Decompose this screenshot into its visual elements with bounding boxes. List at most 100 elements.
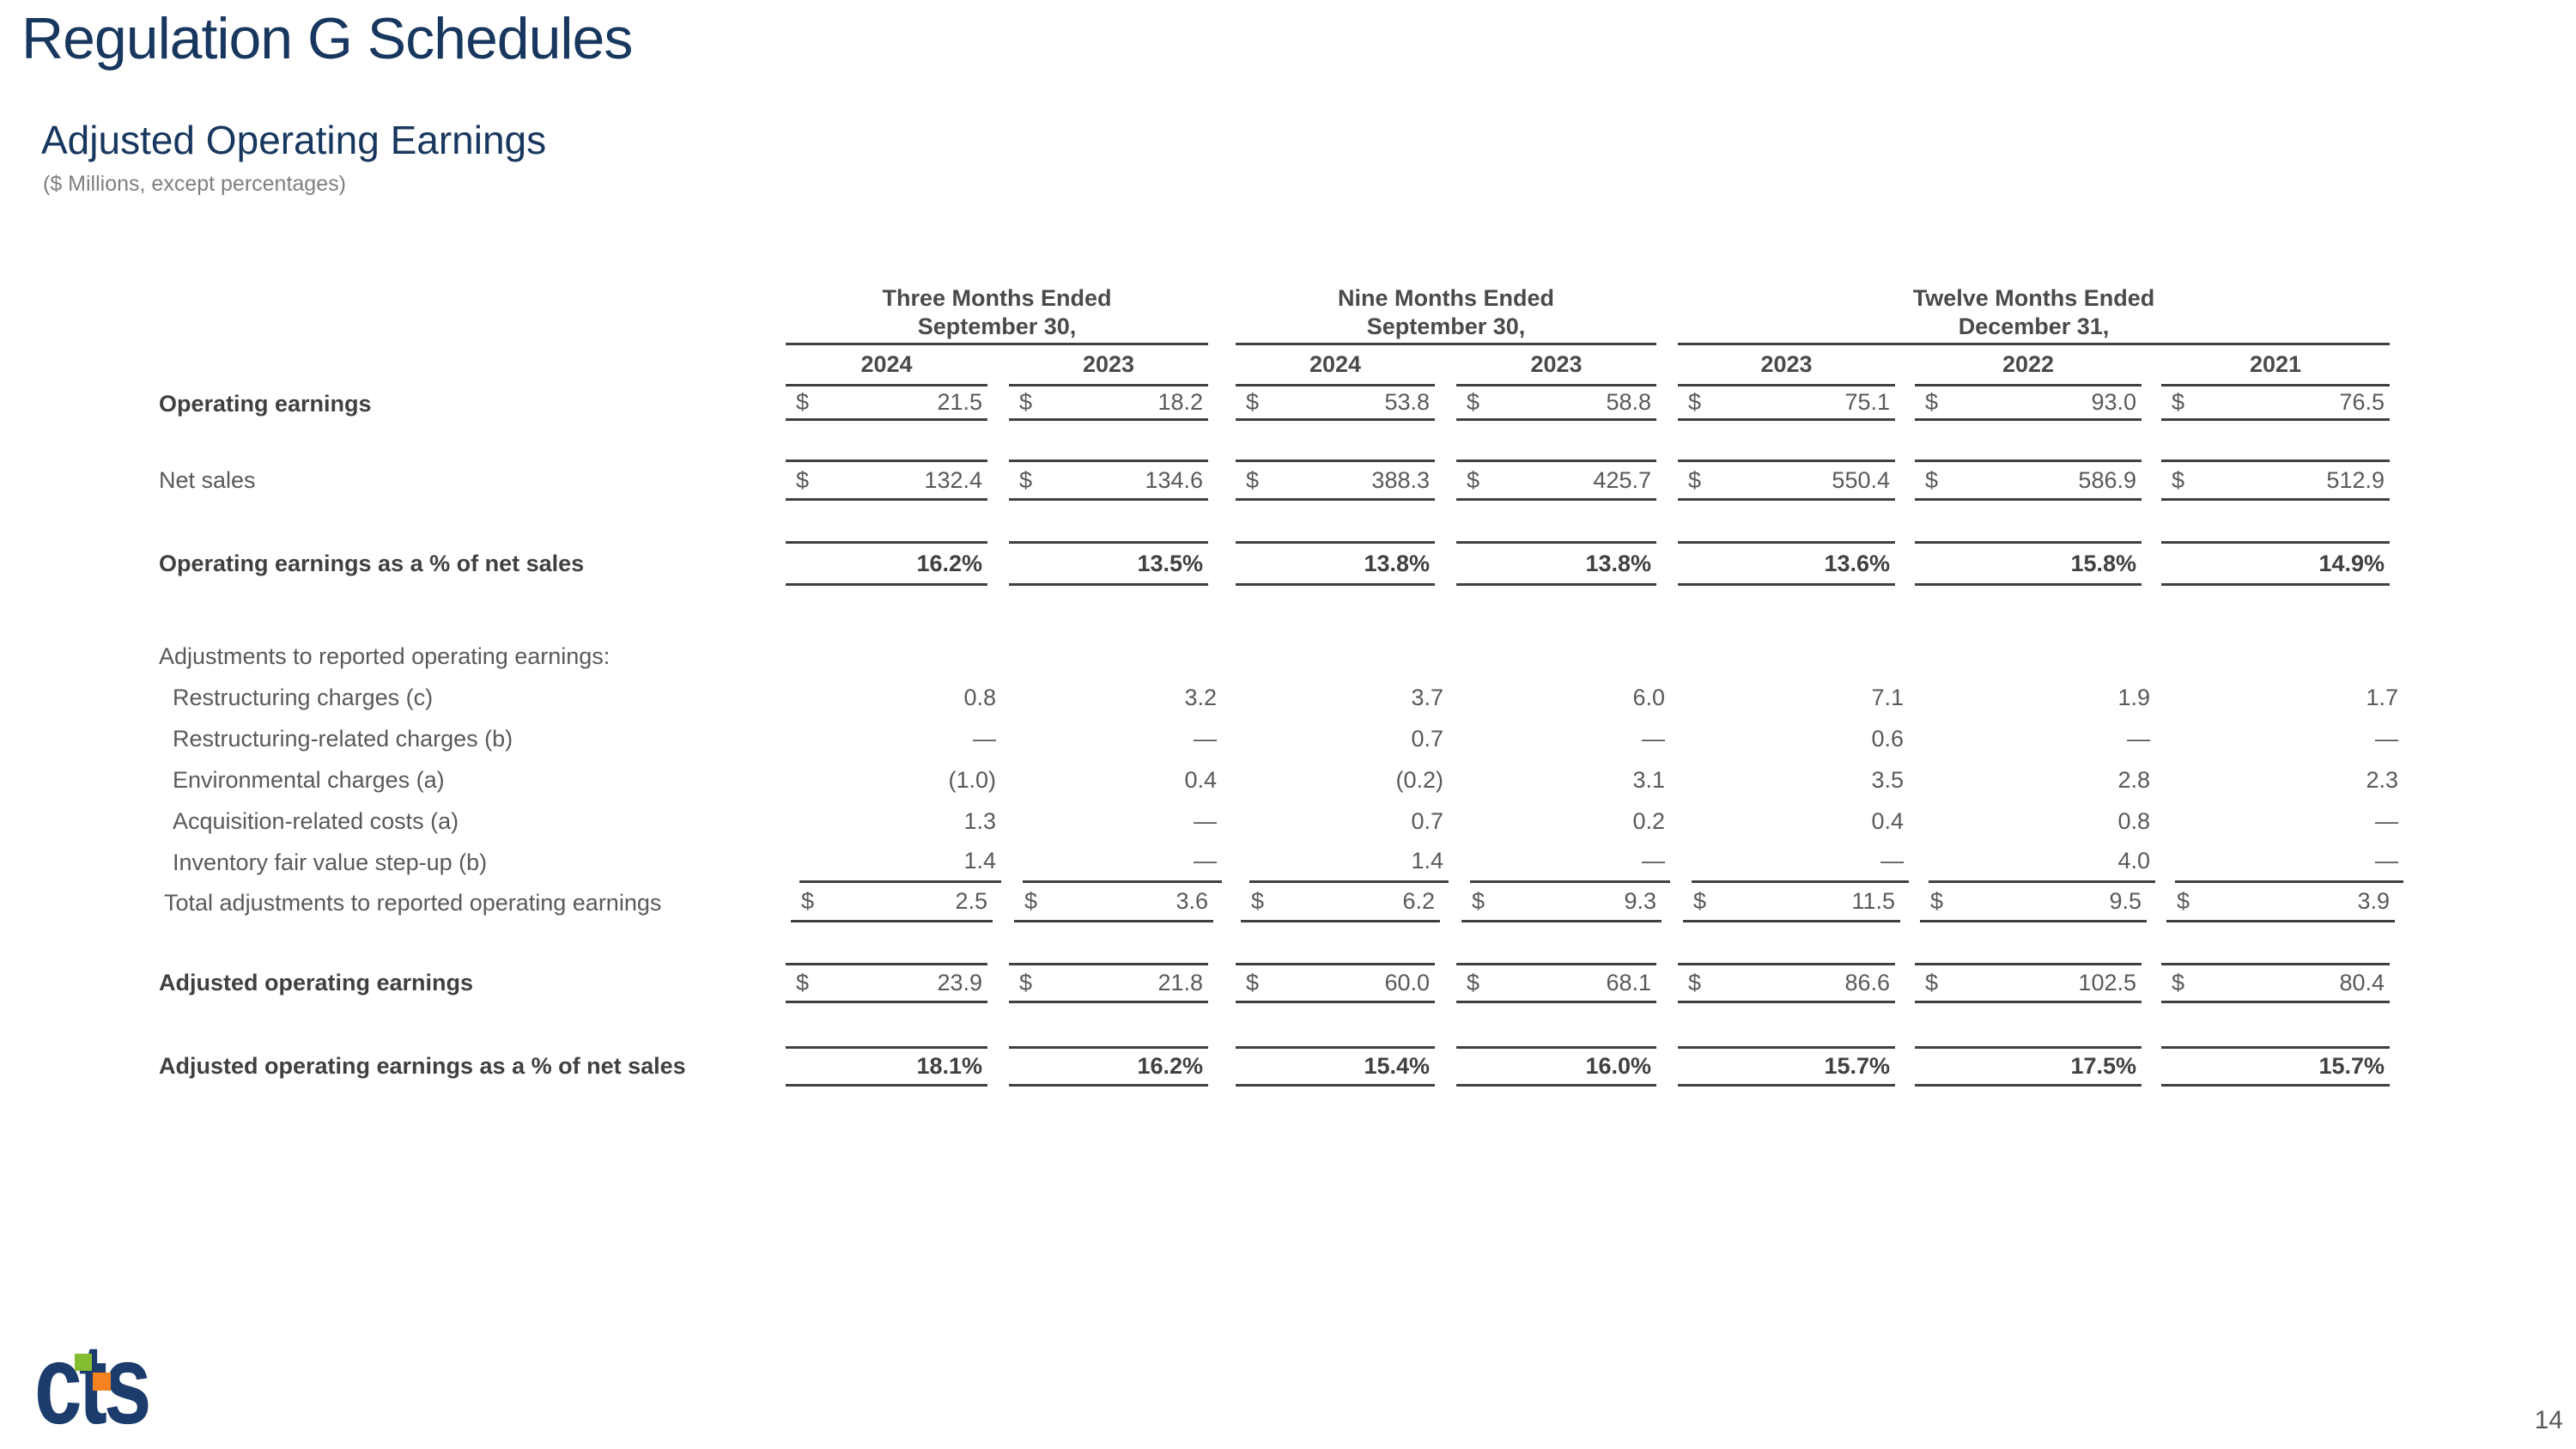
value-cell: $53.8 — [1236, 387, 1435, 421]
value-cell: 0.2 — [1632, 807, 1665, 834]
currency-symbol: $ — [1246, 970, 1260, 995]
financial-table: Three Months Ended September 30, Nine Mon… — [159, 285, 2403, 1087]
col-group-nine-months: Nine Months Ended September 30, — [1236, 285, 1656, 345]
group-line2: September 30, — [1366, 314, 1526, 339]
value-cell: $586.9 — [1915, 460, 2142, 501]
value-cell: 17.5% — [1915, 1046, 2142, 1087]
table-row-adjusted-operating-earnings: Adjusted operating earnings $23.9 $21.8 … — [159, 963, 2403, 1003]
currency-symbol: $ — [1693, 888, 1707, 914]
cell-value: 18.2 — [1157, 389, 1203, 415]
value-cell: 1.7 — [2366, 684, 2398, 710]
cell-value: 9.3 — [1624, 888, 1656, 914]
value-cell: $86.6 — [1678, 963, 1895, 1003]
table-row-acquisition-costs: Acquisition-related costs (a) 1.3 — 0.7 … — [159, 801, 2403, 842]
row-label: Operating earnings as a % of net sales — [159, 550, 585, 576]
value-cell: $21.8 — [1009, 963, 1208, 1003]
group-line1: Three Months Ended — [882, 285, 1112, 311]
value-cell: 4.0 — [1929, 842, 2155, 883]
cell-value: 53.8 — [1384, 389, 1430, 415]
value-cell: 3.5 — [1871, 766, 1904, 793]
value-cell: 13.5% — [1009, 541, 1208, 586]
value-cell: — — [1692, 842, 1909, 883]
value-cell: $6.2 — [1241, 883, 1440, 922]
cell-value: 550.4 — [1832, 466, 1890, 493]
value-cell: $21.5 — [786, 387, 987, 421]
row-label: Net sales — [159, 466, 256, 493]
group-line1: Nine Months Ended — [1338, 285, 1554, 311]
corner-cell — [159, 288, 777, 345]
year-header: 2023 — [1009, 345, 1208, 387]
value-cell: 13.6% — [1678, 541, 1895, 586]
table-row-restructuring-related-charges: Restructuring-related charges (b) — — 0.… — [159, 718, 2403, 759]
value-cell: 1.9 — [2117, 684, 2150, 710]
table-row-inventory-step-up: Inventory fair value step-up (b) 1.4 — 1… — [159, 842, 2403, 883]
cell-value: 3.6 — [1176, 888, 1208, 914]
value-cell: 6.0 — [1632, 684, 1665, 710]
value-cell: 15.8% — [1915, 541, 2142, 586]
cell-value: 586.9 — [2078, 466, 2136, 493]
value-cell: — — [1470, 842, 1670, 883]
value-cell: 0.7 — [1411, 725, 1443, 752]
currency-symbol: $ — [1925, 466, 1939, 493]
value-cell: 1.3 — [963, 807, 996, 834]
currency-symbol: $ — [1246, 466, 1260, 493]
value-cell: $76.5 — [2161, 387, 2390, 421]
cell-value: 9.5 — [2109, 888, 2142, 914]
value-cell: $11.5 — [1683, 883, 1900, 922]
cell-value: 21.8 — [1157, 970, 1203, 995]
currency-symbol: $ — [1467, 466, 1480, 493]
value-cell: 16.2% — [1009, 1046, 1208, 1087]
cell-value: 2.5 — [955, 888, 987, 914]
cell-value: 388.3 — [1371, 466, 1430, 493]
value-cell: $68.1 — [1456, 963, 1656, 1003]
value-cell: $60.0 — [1236, 963, 1435, 1003]
value-cell: — — [1642, 725, 1665, 752]
cell-value: 102.5 — [2078, 970, 2136, 995]
value-cell: — — [1194, 725, 1217, 752]
value-cell: 13.8% — [1236, 541, 1435, 586]
value-cell: 15.4% — [1236, 1046, 1435, 1087]
currency-symbol: $ — [1019, 970, 1033, 995]
row-label: Inventory fair value step-up (b) — [173, 849, 488, 875]
value-cell: $3.9 — [2166, 883, 2395, 922]
value-cell: $134.6 — [1009, 460, 1208, 501]
value-cell: $550.4 — [1678, 460, 1895, 501]
corner-cell — [159, 345, 777, 387]
value-cell: — — [1023, 842, 1222, 883]
section-label: Adjustments to reported operating earnin… — [159, 642, 611, 669]
currency-symbol: $ — [1930, 888, 1944, 914]
cell-value: 3.9 — [2357, 888, 2390, 914]
value-cell: — — [1194, 807, 1217, 834]
value-cell: $18.2 — [1009, 387, 1208, 421]
currency-symbol: $ — [1925, 970, 1939, 995]
group-line2: December 31, — [1958, 314, 2110, 339]
table-row-adjusted-operating-margin: Adjusted operating earnings as a % of ne… — [159, 1046, 2403, 1087]
value-cell: 15.7% — [2161, 1046, 2390, 1087]
value-cell: $132.4 — [786, 460, 987, 501]
value-cell: 0.7 — [1411, 807, 1443, 834]
value-cell: 1.4 — [799, 842, 1001, 883]
value-cell: 15.7% — [1678, 1046, 1895, 1087]
currency-symbol: $ — [801, 888, 815, 914]
value-cell: $3.6 — [1014, 883, 1213, 922]
currency-symbol: $ — [1688, 970, 1702, 995]
year-header: 2024 — [786, 345, 987, 387]
cell-value: 132.4 — [924, 466, 982, 493]
cell-value: 23.9 — [937, 970, 982, 995]
cell-value: 93.0 — [2091, 389, 2136, 415]
value-cell: — — [2375, 807, 2398, 834]
currency-symbol: $ — [1019, 466, 1033, 493]
row-label: Adjusted operating earnings as a % of ne… — [159, 1053, 686, 1079]
currency-symbol: $ — [796, 466, 810, 493]
table-row-adjustments-section: Adjustments to reported operating earnin… — [159, 636, 2403, 677]
cell-value: 134.6 — [1145, 466, 1203, 493]
value-cell: 7.1 — [1871, 684, 1904, 710]
value-cell: $75.1 — [1678, 387, 1895, 421]
value-cell: 3.7 — [1411, 684, 1443, 710]
value-cell: (0.2) — [1395, 766, 1443, 793]
cell-value: 11.5 — [1851, 888, 1895, 914]
currency-symbol: $ — [1472, 888, 1485, 914]
value-cell: — — [2375, 725, 2398, 752]
year-header: 2022 — [1915, 345, 2142, 387]
value-cell: 2.8 — [2117, 766, 2150, 793]
